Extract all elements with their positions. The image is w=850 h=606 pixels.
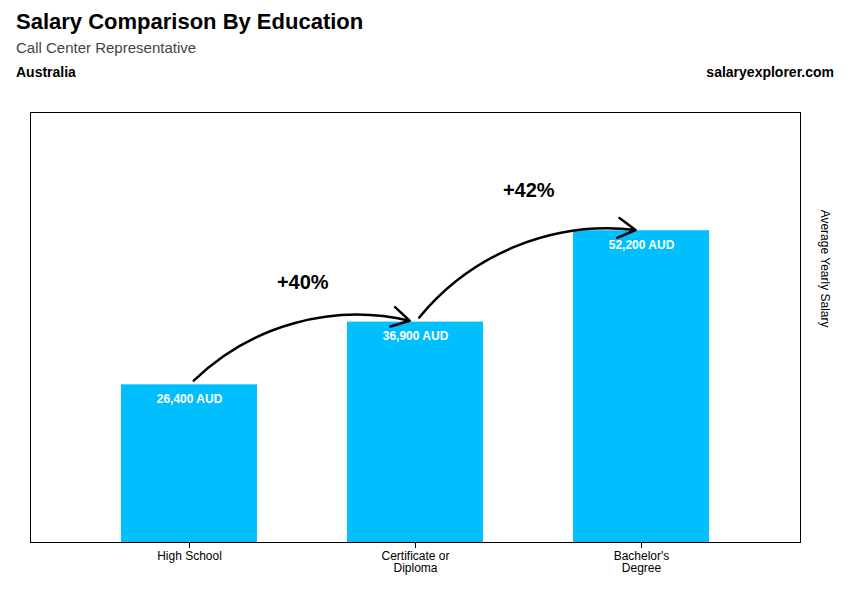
html-text:Australia: Australia (16, 64, 76, 80)
svg-text:Average Yearly Salary: Average Yearly Salary (818, 210, 832, 328)
svg-text:High School: High School (157, 549, 222, 563)
html-text:salaryexplorer.com: salaryexplorer.com (706, 64, 834, 80)
html-text:Salary Comparison By Education: Salary Comparison By Education (16, 9, 364, 34)
svg-text:36,900 AUD: 36,900 AUD (383, 329, 449, 343)
svg-text:26,400 AUD: 26,400 AUD (157, 392, 223, 406)
svg-text:+42%: +42% (503, 179, 555, 201)
html-text:Call Center Representative: Call Center Representative (16, 39, 197, 56)
svg-text:Bachelor'sDegree: Bachelor'sDegree (614, 549, 670, 575)
svg-text:Certificate orDiploma: Certificate orDiploma (381, 549, 449, 575)
svg-text:52,200 AUD: 52,200 AUD (609, 238, 675, 252)
svg-text:+40%: +40% (277, 271, 329, 293)
